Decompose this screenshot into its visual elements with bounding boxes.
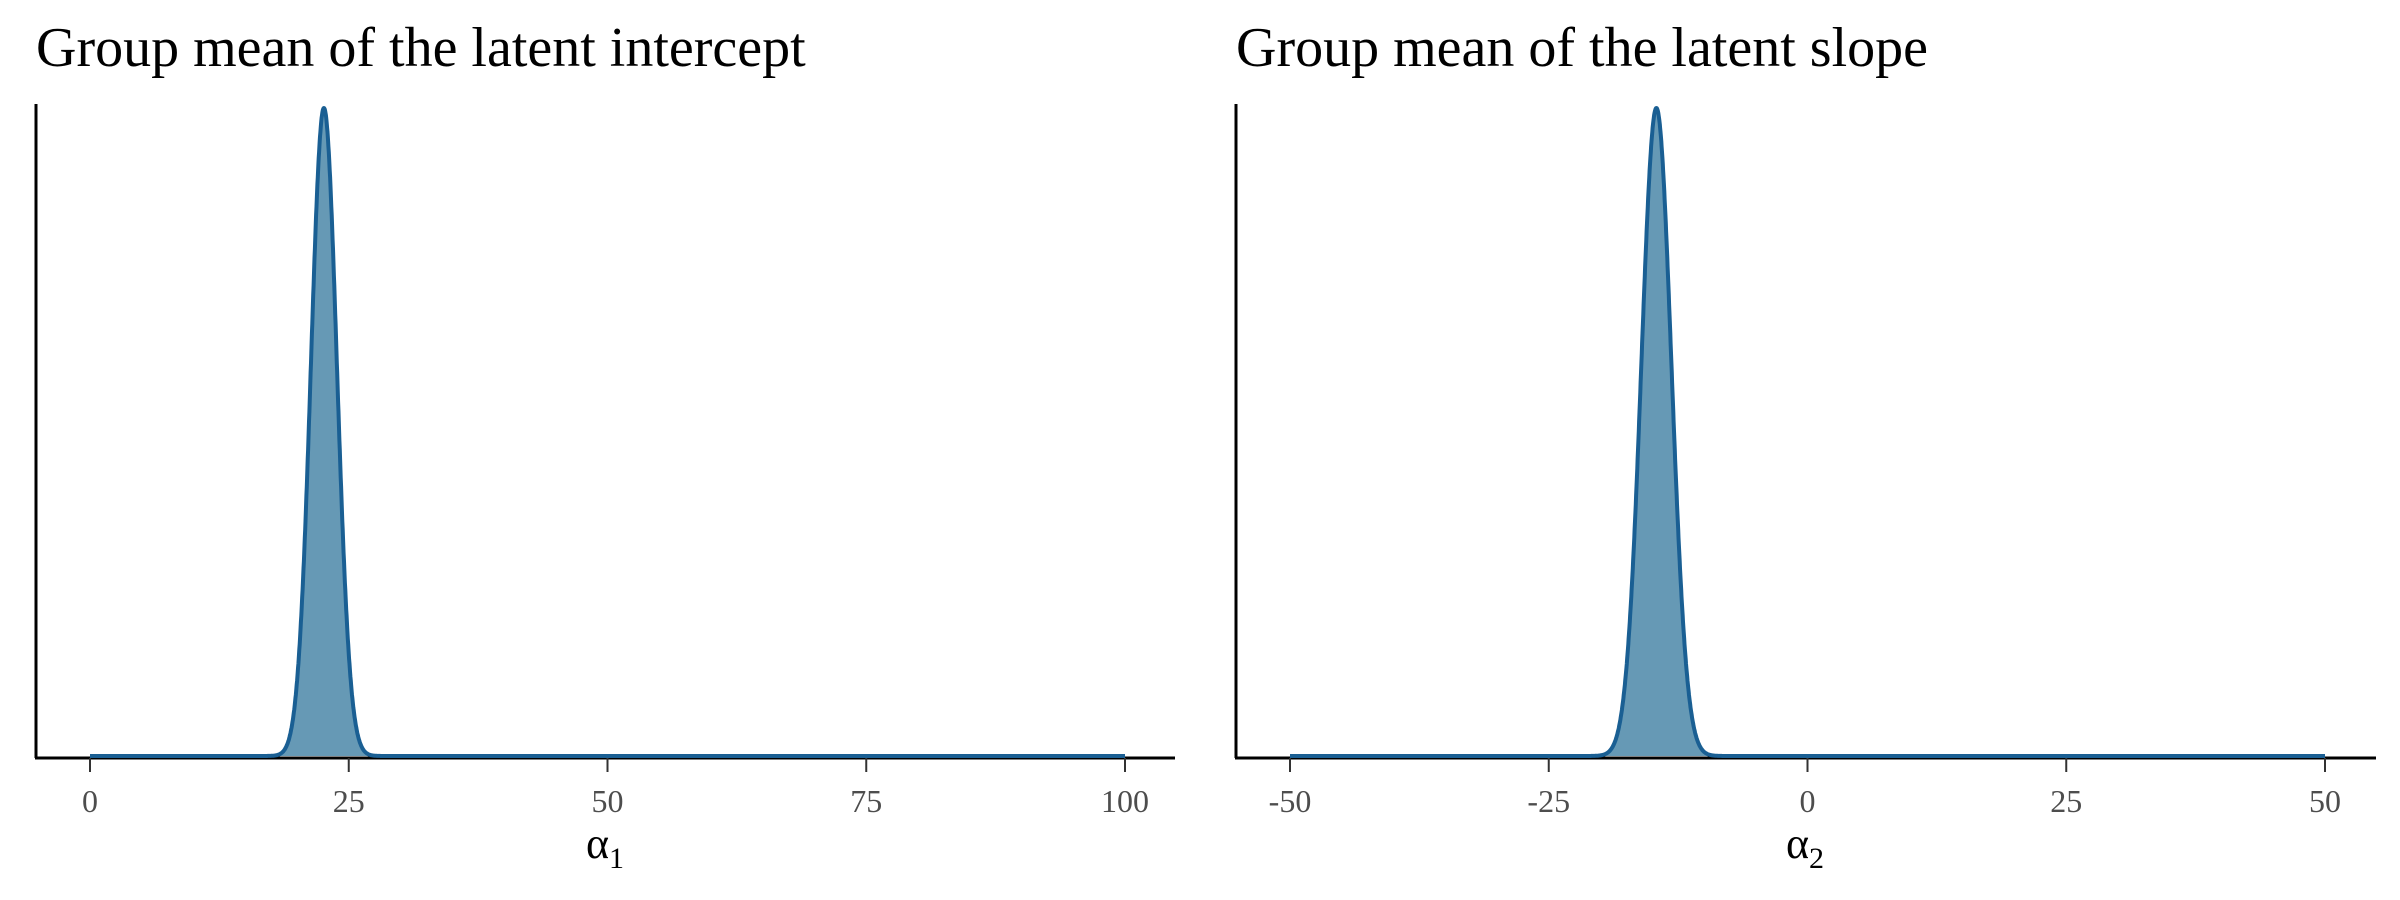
x-axis-label: α1 [586, 819, 624, 875]
panel-intercept: Group mean of the latent intercept 0 25 50… [34, 17, 1175, 875]
x-axis-label-symbol: α [586, 819, 609, 868]
density-area [1290, 108, 2325, 756]
x-tick-label: 0 [1800, 783, 1816, 819]
x-ticks: -50 -25 0 25 50 [1269, 758, 2341, 819]
density-line [1290, 106, 2325, 758]
chart-title: Group mean of the latent intercept [36, 17, 806, 79]
x-tick-label: 25 [333, 783, 365, 819]
density-marks [90, 106, 1125, 758]
x-axis-label-symbol: α [1786, 819, 1809, 868]
chart-title: Group mean of the latent slope [1236, 17, 1928, 79]
x-tick-label: -50 [1269, 783, 1312, 819]
x-axis-label-subscript: 2 [1809, 842, 1824, 875]
x-tick-label: 25 [2050, 783, 2082, 819]
density-line [90, 106, 1125, 758]
x-tick-label: 0 [82, 783, 98, 819]
x-tick-label: 100 [1101, 783, 1149, 819]
x-tick-label: 50 [592, 783, 624, 819]
x-axis-label-subscript: 1 [609, 842, 624, 875]
panel-slope: Group mean of the latent slope -50 -25 0 25… [1234, 17, 2376, 875]
x-tick-label: 50 [2309, 783, 2341, 819]
density-marks [1290, 106, 2325, 758]
x-tick-label: 75 [850, 783, 882, 819]
density-area [90, 108, 1125, 756]
x-tick-label: -25 [1527, 783, 1570, 819]
x-ticks: 0 25 50 75 100 [82, 758, 1149, 819]
x-axis-label: α2 [1786, 819, 1824, 875]
